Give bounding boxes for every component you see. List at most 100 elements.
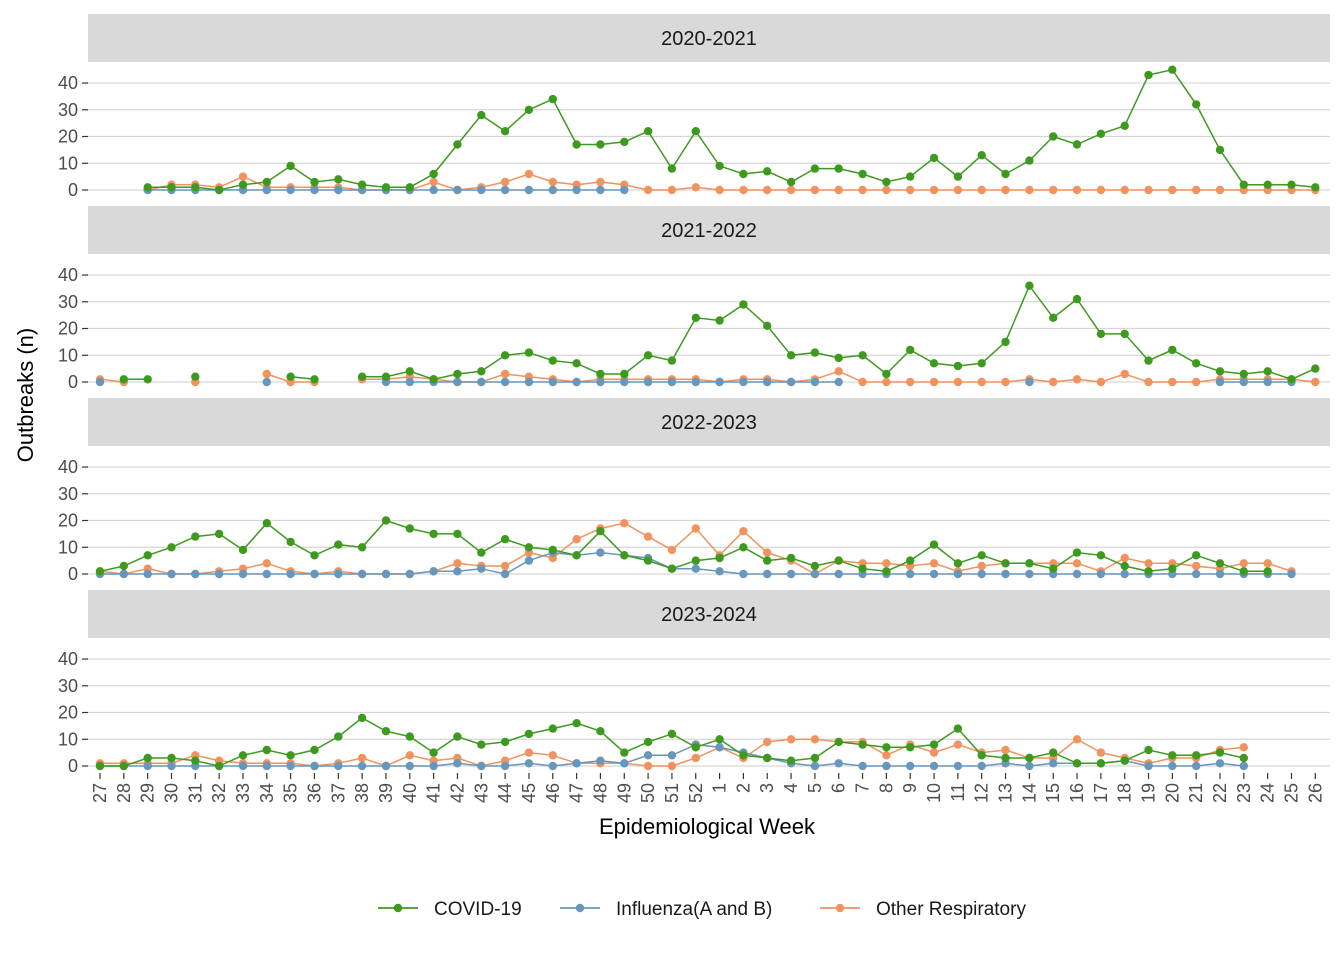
data-point: [524, 377, 534, 387]
data-point: [1215, 569, 1225, 579]
data-point: [262, 185, 271, 195]
data-point: [1168, 564, 1177, 573]
data-point: [500, 561, 510, 571]
x-tick-label: 37: [328, 783, 348, 803]
data-point: [500, 535, 510, 544]
series-line: [99, 519, 1268, 573]
x-tick-label: 41: [424, 783, 444, 803]
x-tick-label: 23: [1234, 783, 1254, 803]
data-point: [1215, 145, 1225, 155]
data-point: [453, 559, 462, 568]
x-tick-label: 5: [805, 783, 825, 793]
x-tick-label: 22: [1210, 783, 1230, 803]
y-axis-title: Outbreaks (n): [13, 328, 38, 463]
data-point: [691, 313, 700, 322]
data-point: [548, 724, 557, 733]
data-point: [739, 300, 748, 309]
data-point: [119, 375, 128, 384]
data-point: [882, 559, 891, 568]
data-point: [977, 751, 986, 760]
data-point: [882, 751, 891, 760]
data-point: [405, 183, 414, 192]
data-point: [810, 761, 820, 771]
x-tick-label: 52: [686, 783, 706, 803]
data-point: [763, 737, 772, 747]
data-point: [286, 537, 295, 547]
data-point: [214, 185, 224, 195]
data-point: [1192, 100, 1201, 109]
data-point: [620, 551, 629, 560]
facet-title: 2020-2021: [661, 28, 757, 50]
y-tick-label: 20: [58, 703, 78, 723]
data-point: [858, 761, 867, 771]
data-point: [882, 369, 891, 379]
legend-item: Other Respiratory: [820, 899, 1026, 920]
x-tick-label: 43: [471, 783, 491, 803]
data-point: [357, 753, 367, 763]
legend-marker: [393, 903, 403, 913]
data-point: [286, 569, 295, 579]
data-point: [715, 161, 724, 171]
data-point: [739, 543, 748, 552]
data-point: [1049, 759, 1058, 768]
data-point: [1096, 551, 1106, 560]
x-tick-label: 33: [233, 783, 253, 803]
data-point: [786, 569, 796, 579]
data-point: [1096, 329, 1106, 339]
data-point: [119, 561, 128, 571]
x-tick-label: 47: [567, 783, 587, 803]
data-point: [882, 567, 891, 576]
data-point: [1263, 377, 1272, 387]
data-point: [1192, 561, 1201, 571]
data-point: [691, 743, 700, 752]
facet-strip: [88, 398, 1330, 446]
data-point: [929, 359, 939, 368]
data-point: [1144, 70, 1153, 80]
data-point: [763, 753, 772, 763]
legend-label: Influenza(A and B): [616, 899, 772, 920]
data-point: [763, 167, 772, 176]
data-point: [691, 753, 700, 763]
data-point: [929, 740, 939, 749]
data-point: [1311, 364, 1320, 373]
data-point: [1144, 377, 1153, 387]
data-point: [834, 377, 843, 387]
data-point: [1192, 569, 1201, 579]
data-point: [548, 751, 557, 760]
data-point: [191, 372, 200, 381]
data-point: [739, 377, 748, 387]
y-tick-label: 40: [58, 265, 78, 285]
x-tick-label: 7: [853, 783, 873, 793]
x-tick-label: 29: [138, 783, 158, 803]
data-point: [810, 164, 820, 173]
data-point: [1144, 185, 1153, 195]
data-point: [429, 169, 438, 179]
series-group: [143, 65, 1320, 195]
data-point: [548, 761, 557, 771]
data-point: [643, 532, 653, 541]
data-point: [524, 748, 534, 757]
data-point: [929, 569, 939, 579]
data-point: [1192, 551, 1201, 560]
data-point: [810, 735, 820, 744]
y-tick-label: 40: [58, 73, 78, 93]
legend-item: COVID-19: [378, 899, 522, 920]
data-point: [715, 316, 724, 325]
data-point: [858, 564, 867, 573]
data-point: [1192, 359, 1201, 368]
data-point: [596, 548, 605, 557]
data-point: [1144, 559, 1153, 568]
x-tick-label: 34: [257, 783, 277, 803]
data-point: [786, 735, 796, 744]
series-line: [147, 173, 1316, 191]
x-tick-label: 17: [1091, 783, 1111, 803]
data-point: [500, 185, 510, 195]
data-point: [1096, 748, 1106, 757]
data-point: [214, 761, 224, 771]
data-point: [953, 761, 963, 771]
data-point: [334, 732, 343, 741]
data-point: [715, 735, 724, 744]
facet-title: 2021-2022: [661, 220, 757, 242]
x-tick-label: 25: [1282, 783, 1302, 803]
data-point: [143, 551, 152, 560]
